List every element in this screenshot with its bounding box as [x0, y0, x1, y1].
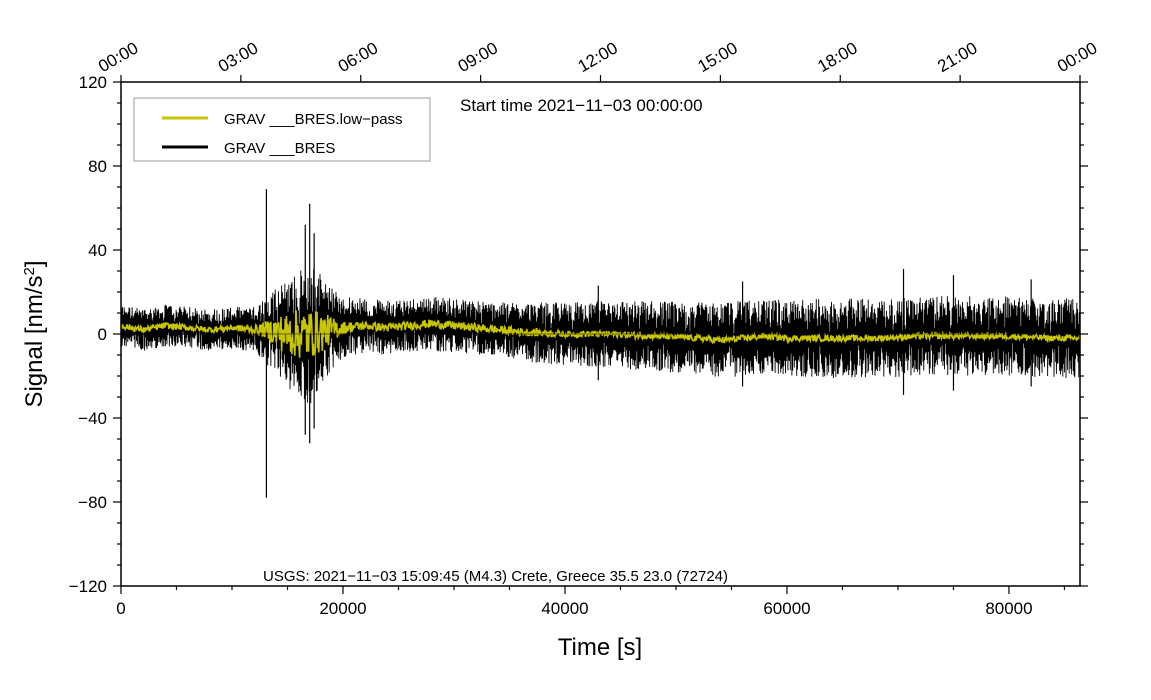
- x-axis-title: Time [s]: [558, 634, 642, 661]
- x-tick-label: 40000: [541, 599, 588, 618]
- y-tick-label: 0: [98, 325, 107, 344]
- top-time-label: 00:00: [95, 38, 141, 76]
- y-tick-label: 80: [88, 157, 107, 176]
- x-tick-label: 20000: [319, 599, 366, 618]
- y-axis: 120 80 40 0 −40 −80 −120: [69, 73, 107, 596]
- top-time-axis: 00:00 03:00 06:00 09:00 12:00 15:00 18:00 21:00…: [95, 38, 1100, 76]
- legend-label-lowpass: GRAV ___BRES.low−pass: [224, 111, 403, 128]
- y-tick-label: 120: [79, 73, 107, 92]
- y-tick-label: −80: [78, 493, 107, 512]
- plot-area: [120, 81, 1081, 587]
- y-tick-label: 40: [88, 241, 107, 260]
- ticks-layer: [113, 75, 1088, 594]
- top-time-label: 18:00: [814, 38, 860, 76]
- legend-box: [133, 97, 431, 162]
- legend-label-raw: GRAV ___BRES: [224, 140, 335, 157]
- x-tick-label: 60000: [763, 599, 810, 618]
- chart-title: Start time 2021−11−03 00:00:00: [460, 96, 703, 115]
- x-tick-label: 0: [116, 599, 125, 618]
- series-raw-line: [120, 269, 1081, 403]
- y-axis-title-superscript: 2: [21, 267, 38, 275]
- series-layer: [120, 189, 1081, 498]
- series-lowpass-line: [120, 310, 1081, 358]
- x-axis: 0 20000 40000 60000 80000: [116, 599, 1032, 618]
- top-time-label: 15:00: [694, 38, 740, 76]
- event-annotation: USGS: 2021−11−03 15:09:45 (M4.3) Crete, …: [263, 568, 728, 585]
- top-time-label: 21:00: [934, 38, 980, 76]
- top-time-label: 03:00: [215, 38, 261, 76]
- y-tick-label: −120: [69, 577, 107, 596]
- x-tick-label: 80000: [985, 599, 1032, 618]
- top-time-label: 12:00: [575, 38, 621, 76]
- top-time-label: 06:00: [335, 38, 381, 76]
- legend: GRAV ___BRES.low−pass GRAV ___BRES: [133, 97, 431, 162]
- y-axis-title-close: ]: [21, 260, 48, 267]
- y-tick-label: −40: [78, 409, 107, 428]
- top-time-label: 09:00: [455, 38, 501, 76]
- y-axis-title: Signal [nm/s2]: [21, 260, 49, 407]
- y-axis-title-main: Signal [nm/s: [21, 275, 48, 407]
- top-time-label: 00:00: [1054, 38, 1100, 76]
